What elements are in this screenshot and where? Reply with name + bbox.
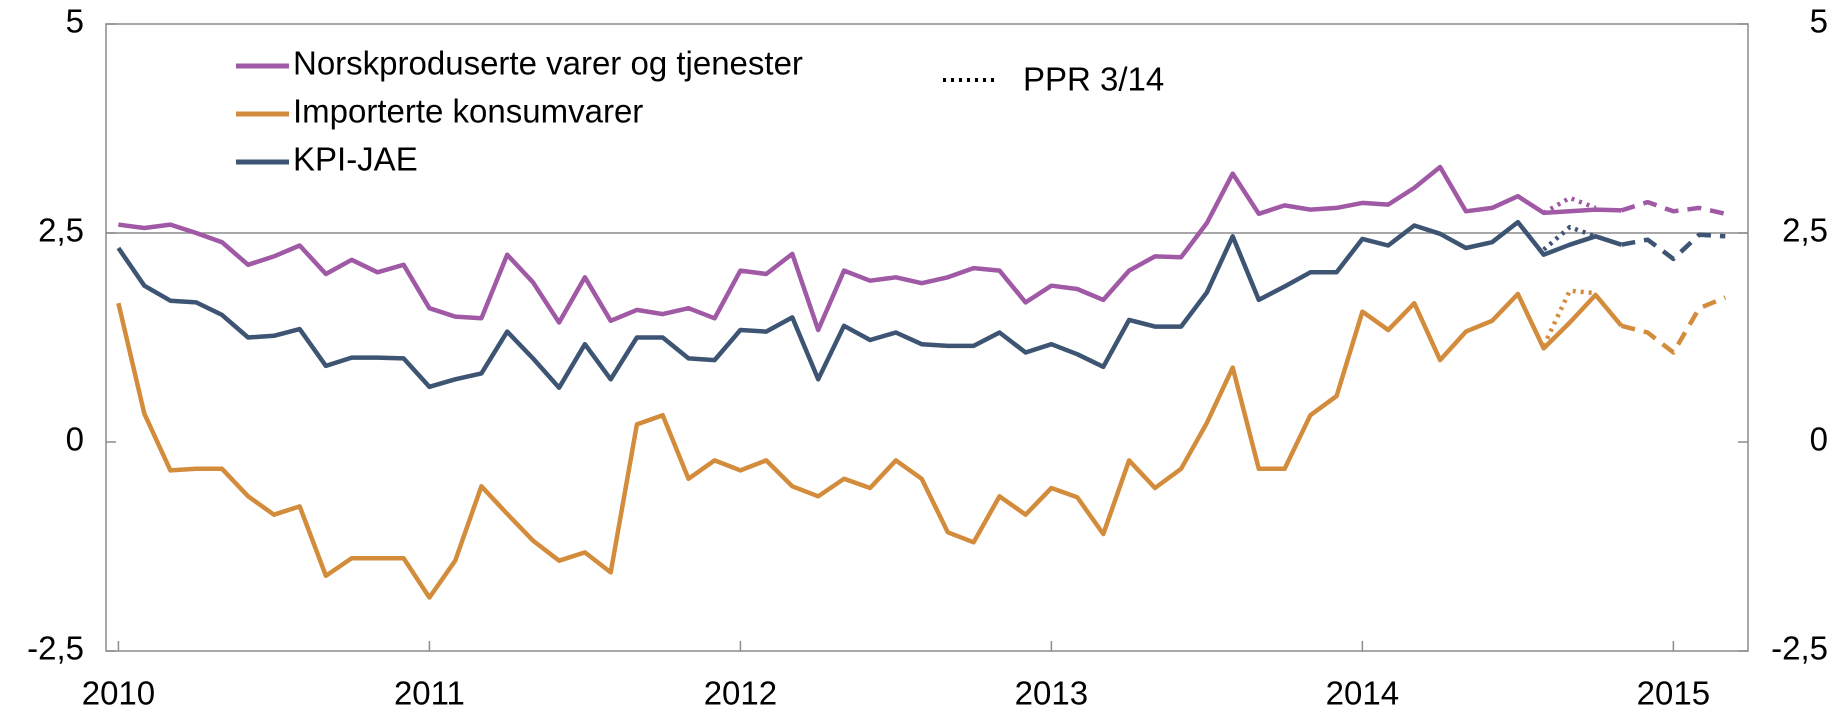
- y-tick-label: -2,5: [27, 630, 84, 667]
- series-line: [116, 219, 1623, 390]
- x-tick-label: 2010: [82, 675, 155, 712]
- projection-line: [1620, 295, 1727, 355]
- series-line: [118, 164, 1622, 333]
- y2-tick-label: 0: [1810, 421, 1828, 458]
- legend-label: KPI-JAE: [293, 141, 418, 178]
- projection-line: [1620, 232, 1726, 262]
- y-tick-label: 0: [66, 421, 84, 458]
- x-tick-label: 2014: [1326, 675, 1399, 712]
- y2-tick-label: 5: [1810, 3, 1828, 40]
- projection-line: [1620, 199, 1726, 216]
- x-tick-label: 2011: [394, 675, 465, 712]
- y2-tick-label: -2,5: [1771, 630, 1828, 667]
- plot-frame: [105, 23, 1749, 652]
- ppr-line: [1542, 195, 1597, 215]
- y-tick-label: 2,5: [38, 212, 84, 249]
- x-tick-label: 2015: [1637, 675, 1710, 712]
- legend-label: PPR 3/14: [1023, 61, 1164, 98]
- y-tick-label: 5: [66, 3, 84, 40]
- x-tick-label: 2013: [1015, 675, 1088, 712]
- legend-label: Norskproduserte varer og tjenester: [293, 45, 803, 82]
- y2-tick-label: 2,5: [1782, 212, 1828, 249]
- ppr-line: [1542, 224, 1597, 252]
- series-line: [116, 291, 1624, 600]
- x-tick-label: 2012: [704, 675, 777, 712]
- legend-label: Importerte konsumvarer: [293, 93, 643, 130]
